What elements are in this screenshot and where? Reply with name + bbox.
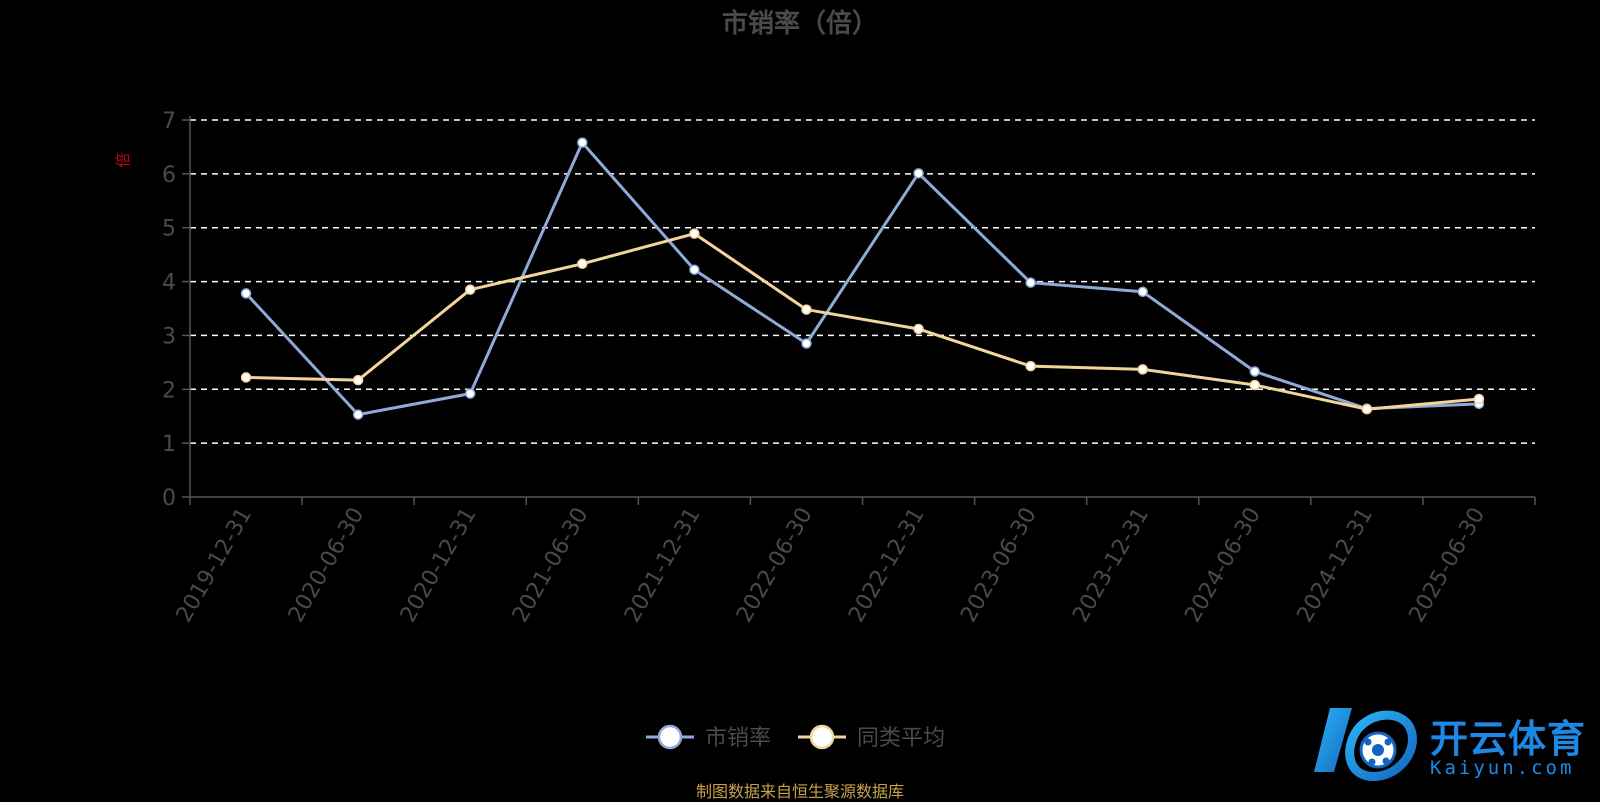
data-point[interactable] [577,137,588,148]
data-point[interactable] [1249,379,1261,391]
chart-title: 市销率（倍） [722,8,878,39]
series-line [244,141,1480,417]
data-point[interactable] [352,409,364,420]
line-chart: 市销率（倍） 倍 0 1 2 3 4 5 6 7 2019-12-31 2020-06-30 202… [114,8,1536,751]
watermark-text-cn: 开云体育 [1430,717,1587,761]
data-point[interactable] [352,374,364,386]
legend-marker [809,724,835,750]
y-tick-label: 5 [162,217,176,242]
data-point[interactable] [1025,360,1036,372]
legend-item-price-to-sales[interactable]: 市销率 [646,724,771,751]
x-tick-label: 2019-12-31 [172,504,258,627]
legend-item-peer-average[interactable]: 同类平均 [798,724,945,751]
legend[interactable]: 市销率 同类平均 [646,724,945,751]
data-point[interactable] [1361,403,1373,415]
watermark-logo: 开云体育 Kaiyun.com [1312,700,1597,785]
y-tick-label: 2 [162,378,176,403]
data-point[interactable] [1137,364,1148,375]
x-tick-label: 2025-06-30 [1405,504,1491,627]
data-point[interactable] [689,264,700,275]
x-tick-label: 2021-12-31 [620,504,706,627]
legend-label: 同类平均 [857,726,945,751]
series-line [246,232,1480,411]
y-tick-label: 4 [162,271,176,296]
x-tick-label: 2020-12-31 [396,504,482,627]
data-point[interactable] [801,304,812,315]
series-layer [240,137,1485,420]
grid-lines [190,119,1535,444]
data-source-note: 制图数据来自恒生聚源数据库 [695,782,904,801]
data-point[interactable] [1025,277,1036,288]
x-tick-label: 2020-06-30 [284,504,370,627]
kaiyun-logo-icon [1314,708,1417,781]
data-point[interactable] [464,388,476,399]
series-peer-average [240,228,1485,415]
data-point[interactable] [913,168,924,179]
data-point[interactable] [240,288,252,299]
data-point[interactable] [464,284,476,295]
y-tick-label: 6 [162,163,176,188]
y-tick-label: 3 [162,324,176,349]
x-tick-label: 2023-12-31 [1068,504,1154,627]
data-point[interactable] [577,258,588,270]
data-point[interactable] [1137,286,1148,298]
y-axis-label: 倍 [114,152,132,167]
x-tick-label: 2024-06-30 [1180,504,1266,627]
y-tick-label: 0 [162,486,176,511]
data-point[interactable] [240,372,252,383]
legend-label: 市销率 [705,726,771,751]
axes: 0 1 2 3 4 5 6 7 2019-12-31 2020-06-30 2020-12-31 20… [162,109,1536,627]
data-point[interactable] [1249,366,1261,377]
x-tick-label: 2022-06-30 [732,504,818,627]
x-tick-label: 2022-12-31 [844,504,930,627]
series-price-to-sales [240,137,1485,420]
data-point[interactable] [801,338,812,349]
legend-marker [657,724,683,750]
data-point[interactable] [1473,393,1485,405]
data-point[interactable] [913,323,924,335]
data-point[interactable] [689,228,700,239]
x-tick-label: 2024-12-31 [1292,504,1378,627]
y-tick-label: 7 [162,109,176,134]
x-tick-label: 2023-06-30 [956,504,1042,627]
x-tick-label: 2021-06-30 [508,504,594,627]
y-tick-label: 1 [162,432,176,457]
watermark-text-en: Kaiyun.com [1430,757,1575,779]
